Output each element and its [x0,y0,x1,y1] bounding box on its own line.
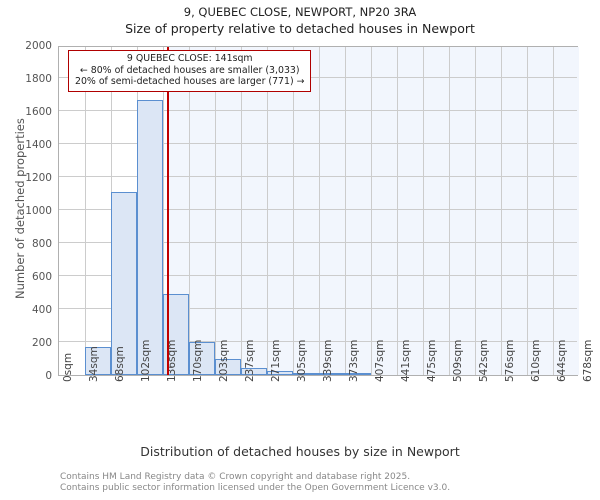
x-axis-tick-label: 170sqm [192,339,205,382]
histogram-bar [240,367,267,375]
x-axis-tick-label: 441sqm [400,339,413,382]
y-axis-tick-label: 1800 [25,73,52,85]
gridline-vertical [526,47,528,375]
gridline-horizontal [59,143,577,144]
histogram-bar [292,372,319,375]
gridline-vertical [345,47,347,375]
gridline-vertical [319,47,320,375]
x-axis-tick-label: 610sqm [529,339,542,382]
gridline-horizontal [59,308,577,309]
gridline-horizontal [59,110,577,111]
y-axis-tick-label: 1200 [25,172,52,184]
footer-attribution: Contains HM Land Registry data © Crown c… [60,472,450,494]
footer-line-1: Contains HM Land Registry data © Crown c… [60,472,411,482]
y-axis-tick-label: 200 [31,337,52,349]
histogram-bar [266,371,293,375]
annotation-line-1: 9 QUEBEC CLOSE: 141sqm [126,53,253,64]
plot-area [58,46,579,376]
page-title: 9, QUEBEC CLOSE, NEWPORT, NP20 3RA [183,5,417,19]
larger-region-shading [167,47,579,375]
x-axis-tick-label: 102sqm [140,339,153,382]
histogram-bar [111,191,138,375]
x-axis-tick-label: 576sqm [503,339,516,382]
y-axis-tick-label: 400 [31,304,52,316]
x-axis-tick-label: 678sqm [582,339,594,382]
x-axis-tick-label: 34sqm [88,346,101,382]
gridline-vertical [500,47,502,375]
y-axis-tick-label: 0 [45,370,52,382]
y-axis-tick-label: 800 [31,238,52,250]
x-axis-label: Distribution of detached houses by size … [140,444,460,459]
x-axis-tick-label: 542sqm [477,339,490,382]
gridline-vertical [474,47,476,375]
histogram-bar [189,342,215,375]
property-size-marker-line [167,47,169,375]
chart-subtitle: Size of property relative to detached ho… [125,21,475,36]
x-axis-tick-label: 373sqm [348,339,361,382]
x-axis-tick-label: 644sqm [555,339,568,382]
y-axis-tick-label: 1400 [25,139,52,151]
y-axis-tick-label: 600 [31,271,52,283]
annotation-line-2: ← 80% of detached houses are smaller (3,… [79,64,300,76]
gridline-horizontal [59,176,577,177]
gridline-vertical [292,47,294,375]
x-axis-tick-label: 271sqm [269,339,282,382]
histogram-bar [345,373,372,375]
x-axis-tick-label: 203sqm [217,339,230,382]
y-axis-tick-label: 1600 [25,106,52,118]
gridline-vertical [423,47,425,375]
gridline-vertical [163,47,165,375]
x-axis-tick-label: 509sqm [452,339,465,382]
annotation-line-3: 20% of semi-detached houses are larger (… [75,76,305,88]
gridline-horizontal [59,242,577,243]
footer-line-2: Contains public sector information licen… [60,483,451,493]
gridline-vertical [214,47,216,375]
gridline-vertical [189,47,191,375]
y-axis-tick-label: 2000 [25,40,52,52]
gridline-horizontal [59,77,577,78]
x-axis-tick-label: 68sqm [114,346,127,382]
gridline-vertical [397,47,399,375]
gridline-vertical [266,47,268,375]
gridline-horizontal [59,275,577,276]
y-axis-tick-label: 1000 [25,205,52,217]
gridline-vertical [552,47,554,375]
y-axis-label: Number of detached properties [13,118,27,299]
histogram-bar [137,100,164,375]
x-axis-tick-label: 0sqm [62,352,74,382]
gridline-horizontal [59,209,577,210]
chart-title-block: 9, QUEBEC CLOSE, NEWPORT, NP20 3RA Size … [0,0,600,37]
gridline-vertical [371,47,373,375]
gridline-vertical [449,47,451,375]
x-axis-tick-label: 407sqm [374,339,387,382]
gridline-horizontal [59,341,577,342]
x-axis-tick-label: 305sqm [295,339,308,382]
gridline-vertical [85,47,87,375]
x-axis-tick-label: 237sqm [243,339,256,382]
histogram-bar [319,373,346,375]
gridline-vertical [240,47,242,375]
histogram-bar [214,358,241,375]
property-annotation-box: 9 QUEBEC CLOSE: 141sqm ← 80% of detached… [68,50,312,92]
x-axis-tick-label: 475sqm [426,339,439,382]
histogram-bar [85,346,112,375]
x-axis-tick-label: 339sqm [322,339,334,382]
